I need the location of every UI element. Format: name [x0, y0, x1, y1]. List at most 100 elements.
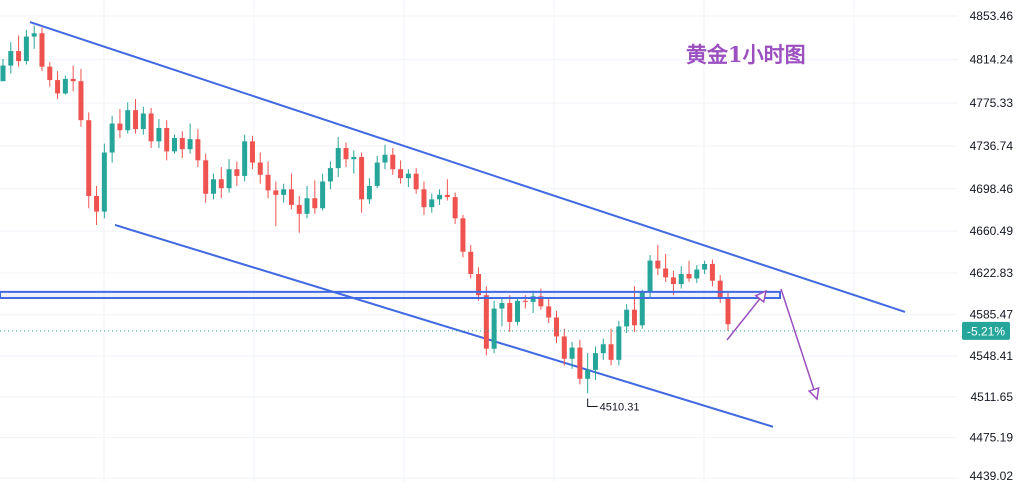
candle-body [257, 162, 263, 175]
candle-body [351, 156, 357, 160]
candle-body [405, 173, 411, 179]
candle-body [78, 81, 84, 121]
projection-arrow-down-head [807, 386, 820, 401]
change-badge-text: -5.21% [967, 324, 1005, 338]
candle-body [164, 127, 170, 152]
candle-body [577, 347, 583, 379]
candle-body [320, 181, 326, 209]
support-zone [0, 290, 781, 299]
candle-body [702, 263, 708, 270]
candle-body [382, 154, 388, 163]
candle-body [187, 139, 193, 150]
y-tick-label: 4853.46 [970, 9, 1014, 23]
candle-body [226, 169, 232, 189]
candle-body [39, 33, 45, 67]
candle-body [242, 141, 248, 176]
candle-body [117, 123, 123, 131]
y-tick-label: 4585.47 [970, 308, 1014, 322]
candle-body [16, 51, 22, 62]
trend-channel [29, 21, 906, 428]
candle-body [437, 194, 443, 200]
y-tick-label: 4660.49 [970, 224, 1014, 238]
low-annotation-text: 4510.31 [600, 402, 640, 414]
candle-body [452, 197, 458, 219]
candle-body [546, 306, 552, 318]
candle-body [725, 298, 731, 325]
projection-arrow-up-head [754, 289, 768, 304]
candle-body [94, 195, 100, 212]
candle-body [47, 66, 53, 81]
candle-body [62, 78, 68, 94]
candle-body [366, 185, 372, 200]
candle-body [444, 194, 450, 198]
candle-body [709, 263, 715, 281]
y-tick-label: 4511.65 [971, 390, 1014, 404]
y-axis: 4853.46 4814.24 4775.33 4736.74 4698.46 4660.… [970, 9, 1014, 482]
change-badge: -5.21% [962, 321, 1010, 340]
candle-body [390, 154, 396, 170]
change-badge-bg [962, 321, 1010, 340]
candle-body [608, 344, 614, 360]
candle-body [499, 303, 505, 309]
candle-body [359, 156, 365, 200]
candle-body [31, 33, 37, 37]
candle-body [281, 189, 287, 195]
candles [0, 25, 731, 394]
y-tick-label: 4736.74 [970, 139, 1014, 153]
candle-body [421, 189, 427, 208]
candle-body [343, 148, 349, 160]
candle-body [148, 113, 154, 142]
y-tick-label: 4439.02 [970, 469, 1014, 482]
grid [0, 0, 958, 482]
candle-body [483, 295, 489, 349]
candle-body [195, 139, 201, 161]
candle-body [592, 353, 598, 370]
candle-body [327, 168, 333, 182]
candle-body [218, 179, 224, 189]
candle-body [8, 51, 14, 66]
candle-body [210, 179, 216, 194]
candle-body [429, 199, 435, 208]
candle-body [491, 308, 497, 349]
projection-arrows [726, 288, 820, 401]
candle-body [413, 173, 419, 190]
y-tick-label: 4475.19 [970, 431, 1014, 445]
candle-body [234, 169, 240, 176]
candle-body [694, 269, 700, 279]
candle-body [522, 300, 528, 302]
candle-body [515, 300, 521, 322]
candle-body [156, 127, 162, 142]
candle-body [273, 190, 279, 195]
low-annotation: 4510.31 [587, 398, 640, 414]
candle-body [398, 169, 404, 179]
candle-body [476, 274, 482, 296]
candle-body [647, 260, 653, 292]
candle-body [553, 317, 559, 337]
candle-body [585, 369, 591, 379]
candle-body [296, 204, 302, 214]
candle-body [312, 198, 318, 209]
candle-body [265, 174, 271, 191]
candle-body [140, 113, 146, 130]
candle-body [639, 291, 645, 326]
chart-title: 黄金1小时图 [686, 42, 806, 67]
candle-body [133, 110, 139, 130]
candle-body [663, 268, 669, 278]
candle-body [616, 326, 622, 360]
lower-trendline [114, 224, 774, 428]
candle-body [101, 152, 107, 212]
candle-body [631, 309, 637, 326]
candle-body [670, 277, 676, 285]
projection-arrow-down [780, 288, 818, 400]
candle-body [678, 274, 684, 285]
candle-body [538, 296, 544, 307]
y-tick-label: 4814.24 [970, 53, 1014, 67]
candle-body [624, 309, 630, 327]
candle-body [655, 260, 661, 269]
candle-body [23, 36, 29, 62]
y-tick-label: 4775.33 [970, 96, 1014, 110]
candle-body [172, 138, 178, 152]
candle-body [0, 65, 6, 82]
candle-body [288, 189, 294, 205]
